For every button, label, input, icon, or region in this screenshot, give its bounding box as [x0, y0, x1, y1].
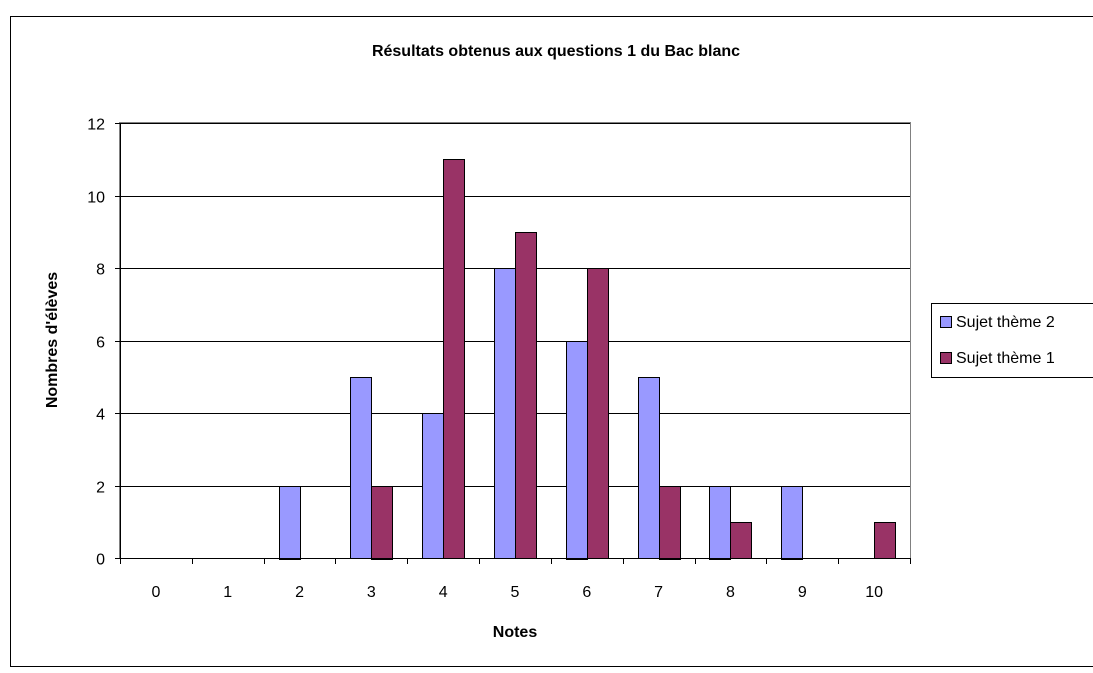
x-tick-label: 2	[295, 584, 304, 601]
y-tick-label: 4	[96, 407, 105, 424]
chart-title: Résultats obtenus aux questions 1 du Bac…	[372, 43, 740, 60]
x-tick-label: 5	[511, 584, 520, 601]
bar	[372, 487, 393, 560]
x-tick-label: 10	[865, 584, 883, 601]
y-tick-label: 0	[96, 552, 105, 569]
x-tick-label: 6	[582, 584, 591, 601]
bar	[351, 378, 372, 559]
legend-label-sujet-theme-1: Sujet thème 1	[956, 350, 1055, 367]
y-tick-label: 8	[96, 262, 105, 279]
y-tick-label: 10	[87, 190, 105, 207]
bar	[280, 487, 301, 560]
bar	[567, 342, 588, 560]
legend-swatch-sujet-theme-1	[941, 353, 952, 364]
bar	[731, 523, 752, 559]
x-axis-label: Notes	[493, 624, 538, 641]
bar	[782, 487, 803, 560]
bar	[444, 160, 465, 559]
legend-swatch-sujet-theme-2	[941, 317, 952, 328]
x-tick-label: 4	[439, 584, 448, 601]
bar	[588, 269, 609, 559]
bar	[710, 487, 731, 560]
y-axis-label: Nombres d'élèves	[44, 272, 61, 408]
legend-label-sujet-theme-2: Sujet thème 2	[956, 314, 1055, 331]
x-tick-label: 9	[798, 584, 807, 601]
x-tick-label: 8	[726, 584, 735, 601]
bar	[639, 378, 660, 559]
y-tick-label: 12	[87, 117, 105, 134]
y-tick-label: 6	[96, 335, 105, 352]
bar	[660, 487, 681, 560]
bar	[875, 523, 896, 559]
legend: Sujet thème 2 Sujet thème 1	[932, 304, 1093, 378]
x-tick-label: 7	[654, 584, 663, 601]
bar	[516, 233, 537, 559]
y-tick-label: 2	[96, 480, 105, 497]
x-tick-label: 1	[223, 584, 232, 601]
x-tick-label: 0	[151, 584, 160, 601]
bar	[495, 269, 516, 559]
bar	[423, 414, 444, 559]
x-tick-label: 3	[367, 584, 376, 601]
